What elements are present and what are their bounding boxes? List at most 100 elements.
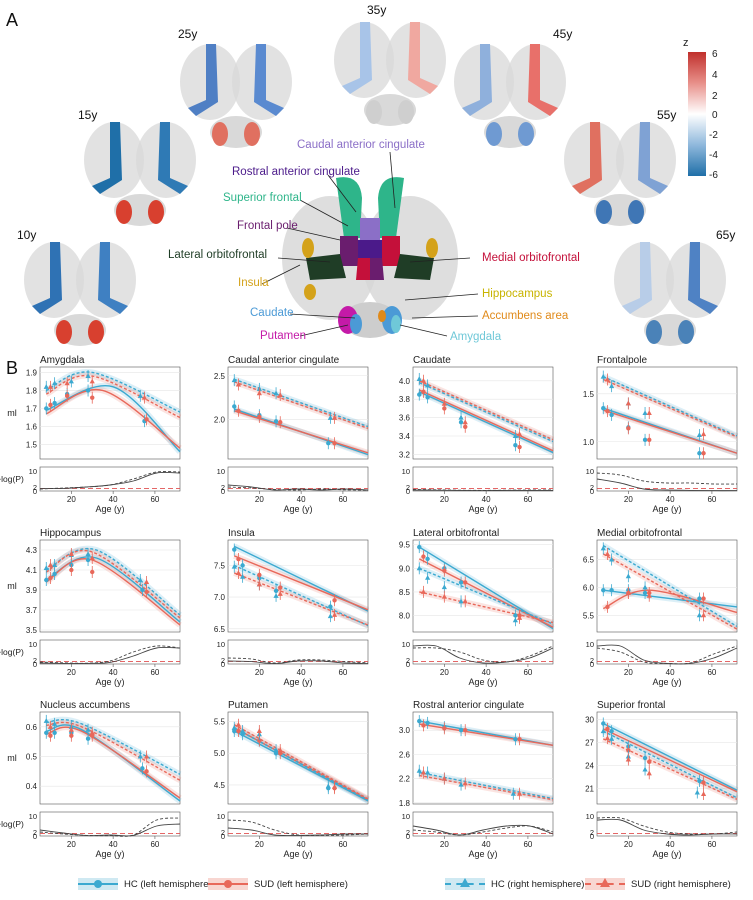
pvalue-tick-label: 0 <box>33 487 37 496</box>
pvalue-tick-label: 0 <box>33 832 37 841</box>
data-point <box>642 766 648 772</box>
legend-sud-left: SUD (left hemisphere) <box>208 878 348 890</box>
y-tick-label: 7.5 <box>214 561 226 570</box>
data-point <box>642 410 648 415</box>
region-label-lateral-orbitofrontal: Lateral orbitofrontal <box>168 249 268 261</box>
atlas-superior-frontal-right <box>378 177 404 238</box>
pvalue-tick-label: 10 <box>29 812 37 821</box>
cortical-region-right <box>528 44 558 116</box>
data-point <box>137 577 143 582</box>
atlas-lateral-orbitofrontal-right <box>394 254 434 280</box>
y-tick-label: 24 <box>585 762 594 771</box>
data-point <box>325 783 331 789</box>
data-point <box>44 577 49 583</box>
y-axis-label: ml <box>7 408 17 418</box>
data-point <box>85 373 91 379</box>
cortical-region-left <box>92 122 122 194</box>
data-point <box>463 727 468 733</box>
y-tick-label: 3.5 <box>26 626 38 635</box>
atlas-insula-right <box>426 238 438 258</box>
series-line <box>45 558 181 626</box>
data-point <box>52 380 58 386</box>
brain-rendering <box>84 122 196 226</box>
data-point <box>700 791 707 797</box>
legend-swatch-hc-left <box>78 878 118 890</box>
pvalue-tick-label: 0 <box>590 487 594 496</box>
pvalue-tick-label: 0 <box>406 832 410 841</box>
pvalue-tick-label: 10 <box>586 812 594 821</box>
data-point <box>517 444 522 450</box>
data-point <box>425 574 431 580</box>
subcortical-right <box>398 100 414 124</box>
data-point <box>609 736 615 741</box>
data-point <box>513 443 518 448</box>
chart-amygdala: Amygdala 1.5 1.6 1.7 1.8 1.9 ml 02 10 −log(P) 20 40… <box>0 355 183 514</box>
x-tick-label: 20 <box>67 840 76 849</box>
data-point <box>646 592 652 598</box>
data-point <box>442 726 447 731</box>
data-point <box>277 591 283 596</box>
pvalue-tick-label: 0 <box>590 660 594 669</box>
data-point <box>458 781 464 787</box>
pvalue-axis-label: −log(P) <box>0 647 24 657</box>
data-point <box>416 767 422 773</box>
y-tick-label: 6.5 <box>583 556 595 565</box>
y-tick-label: 27 <box>585 739 594 748</box>
data-point <box>331 612 338 617</box>
data-point <box>48 733 53 738</box>
data-point <box>43 565 49 570</box>
pvalue-left-line <box>227 484 369 491</box>
data-point <box>236 728 241 734</box>
data-point <box>605 726 610 732</box>
data-point <box>625 573 631 579</box>
x-axis-label: Age (y) <box>95 849 124 859</box>
data-point <box>601 406 606 411</box>
series-line <box>602 730 738 799</box>
y-tick-label: 1.8 <box>26 386 38 395</box>
chart-medial-orbitofrontal: Medial orbitofrontal 5.5 6.0 6.5 02 10 20 40 60 A… <box>583 528 739 687</box>
chart-title: Medial orbitofrontal <box>597 528 682 539</box>
data-point <box>609 587 614 593</box>
y-tick-label: 4.0 <box>399 377 411 386</box>
y-tick-label: 2.0 <box>214 416 226 425</box>
cortical-region-right <box>158 122 188 194</box>
colorbar-tick: 6 <box>712 49 718 60</box>
y-tick-label: 2.6 <box>399 750 411 759</box>
pvalue-right-line <box>412 825 554 836</box>
series-line <box>234 555 369 611</box>
pvalue-right-line <box>596 816 738 835</box>
series-line <box>418 558 554 628</box>
pvalue-left-line <box>227 660 369 665</box>
data-point <box>232 404 237 409</box>
atlas-medial-orbitofrontal-left <box>356 258 370 280</box>
y-tick-label: 3.0 <box>399 726 411 735</box>
subcortical-left <box>596 200 612 224</box>
pvalue-area <box>39 466 181 492</box>
chart-title: Nucleus accumbens <box>40 700 130 711</box>
pvalue-area <box>412 466 554 492</box>
y-tick-label: 2.2 <box>399 775 411 784</box>
x-axis-label: Age (y) <box>652 504 681 514</box>
chart-title: Insula <box>228 528 255 539</box>
pvalue-area <box>227 811 369 837</box>
pvalue-tick-label: 0 <box>406 660 410 669</box>
y-tick-label: 2.5 <box>214 372 226 381</box>
y-tick-label: 4.3 <box>26 546 38 555</box>
data-point <box>700 612 707 618</box>
data-point <box>327 613 333 619</box>
data-point <box>701 780 706 785</box>
region-label-accumbens-area: Accumbens area <box>482 310 569 322</box>
series-line <box>234 381 369 429</box>
data-point <box>697 778 702 784</box>
pvalue-subplot: 02 10 20 40 60 Age (y) <box>217 811 369 859</box>
x-tick-label: 40 <box>297 840 306 849</box>
pvalue-right-line <box>227 819 369 836</box>
data-point <box>700 431 707 437</box>
data-point <box>278 585 283 590</box>
chart-title: Caudate <box>413 355 451 366</box>
pvalue-tick-label: 0 <box>590 832 594 841</box>
data-point <box>696 612 702 618</box>
colorbar-tick: 4 <box>712 70 718 81</box>
data-point <box>420 589 427 594</box>
data-point <box>43 718 49 723</box>
